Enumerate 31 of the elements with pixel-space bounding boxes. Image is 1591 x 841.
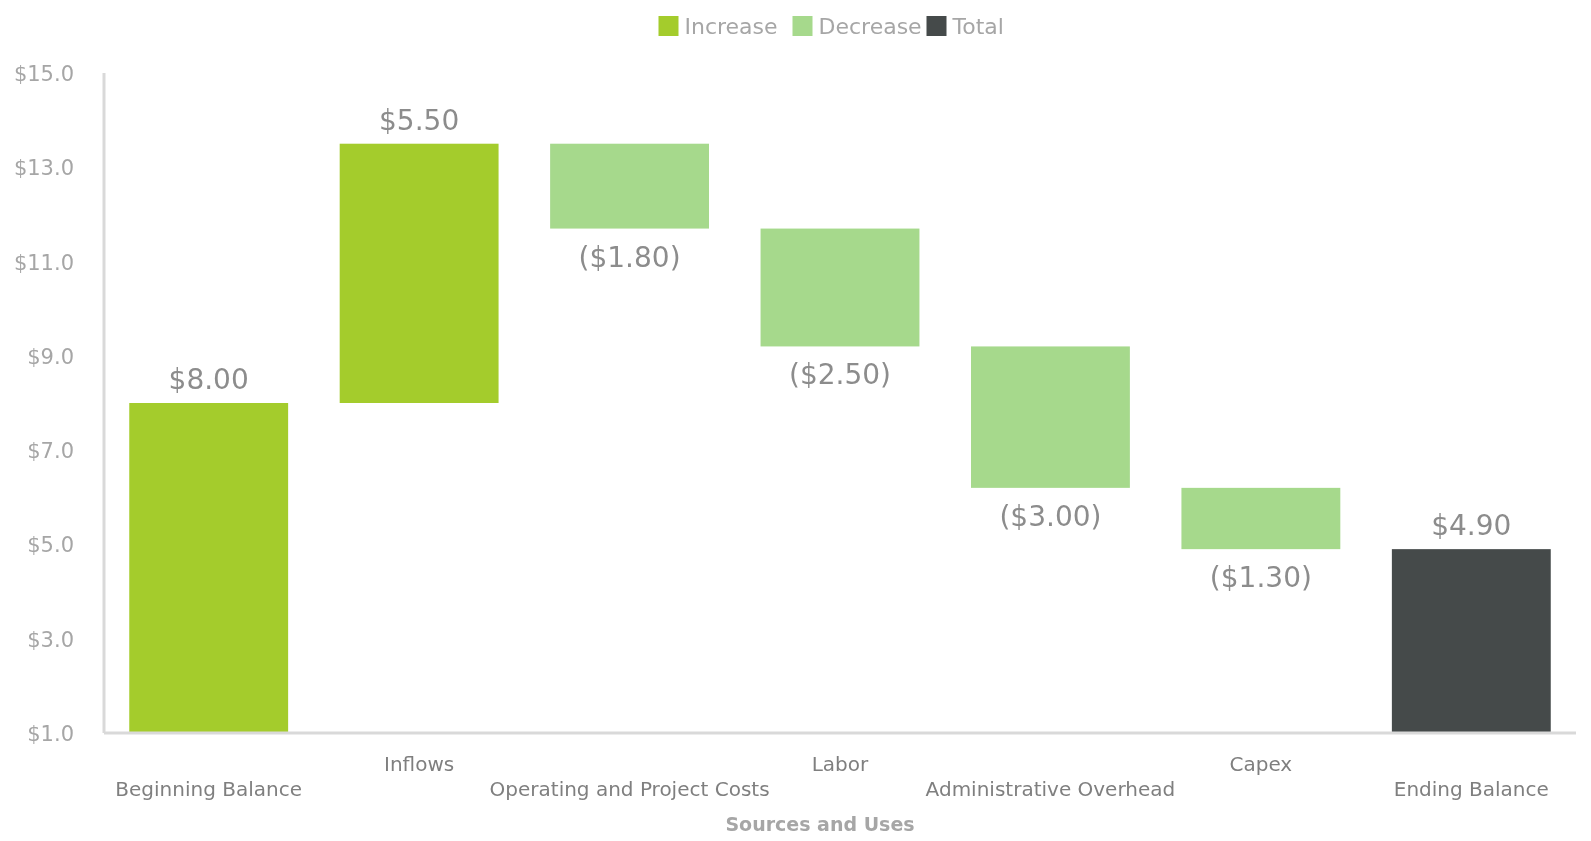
y-tick-label: $5.0 [27, 533, 74, 558]
legend-label: Increase [684, 14, 778, 39]
x-tick-label: Operating and Project Costs [489, 777, 770, 801]
y-tick-label: $1.0 [27, 722, 74, 746]
bar [760, 228, 920, 347]
y-tick-label: $15.0 [13, 62, 74, 86]
x-tick-label: Labor [811, 752, 870, 776]
data-label: $8.00 [168, 363, 249, 396]
data-label: $5.50 [379, 103, 460, 137]
data-label: ($1.30) [1209, 561, 1312, 595]
data-label: ($2.50) [788, 358, 892, 392]
bar [550, 143, 709, 229]
y-tick-label: $11.0 [13, 250, 74, 275]
legend-label: Decrease [818, 14, 922, 39]
legend-label: Total [951, 14, 1004, 39]
y-tick-label: $13.0 [13, 156, 74, 181]
data-label: $4.90 [1431, 509, 1512, 543]
bar [1181, 487, 1341, 550]
y-tick-label: $3.0 [27, 627, 74, 652]
data-label: ($3.00) [999, 499, 1102, 533]
y-tick-label: $7.0 [27, 439, 74, 464]
bar [971, 346, 1130, 488]
x-axis-title: Sources and Uses [725, 813, 915, 835]
x-tick-label: Ending Balance [1393, 777, 1549, 801]
data-label: ($1.80) [578, 240, 681, 274]
x-tick-label: Beginning Balance [115, 777, 303, 801]
x-tick-label: Administrative Overhead [925, 777, 1176, 801]
y-tick-label: $9.0 [27, 344, 74, 369]
x-tick-label: Inflows [384, 752, 455, 776]
x-tick-label: Capex [1229, 752, 1293, 776]
bar [339, 143, 499, 403]
